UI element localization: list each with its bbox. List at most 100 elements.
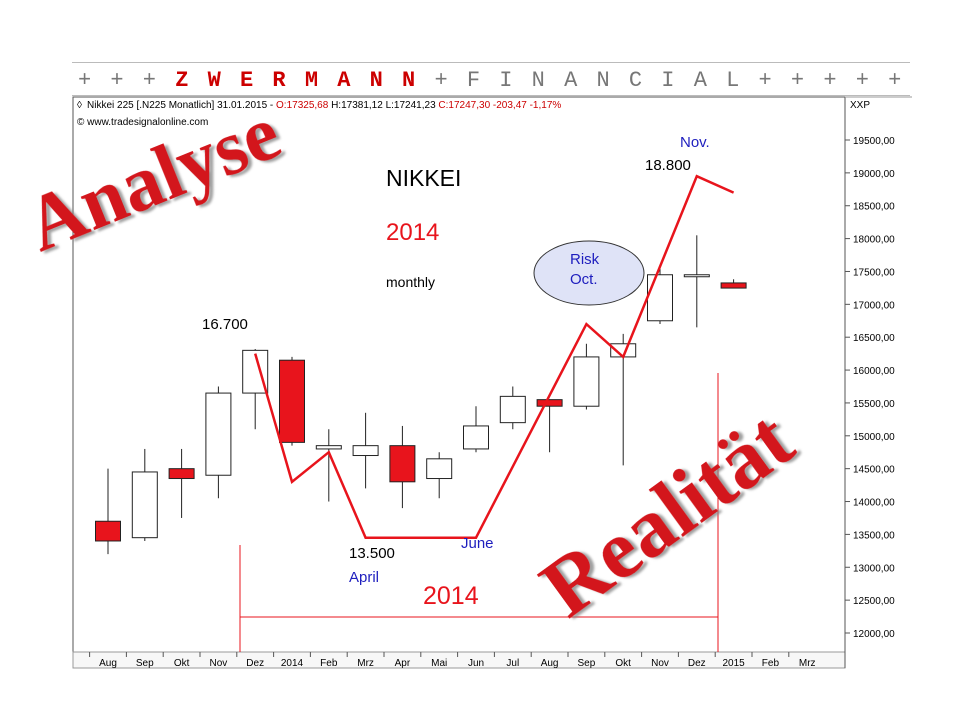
- y-tick-label: 15000,00: [853, 432, 895, 443]
- candle-body: [95, 520, 121, 542]
- x-tick-label: Dez: [246, 658, 264, 669]
- x-tick-label: Nov: [651, 658, 669, 669]
- analyse-stamp: Analyse: [14, 88, 292, 268]
- y-tick-label: 18500,00: [853, 202, 895, 213]
- y-tick-label: 17000,00: [853, 300, 895, 311]
- x-tick-label: Dez: [688, 658, 706, 669]
- risk-label-line2: Oct.: [570, 271, 598, 288]
- x-tick-label: Feb: [762, 658, 780, 669]
- x-tick-label: Apr: [395, 658, 411, 669]
- x-tick-label: Nov: [210, 658, 228, 669]
- x-tick-label: Mai: [431, 658, 447, 669]
- banner-rule-top: [72, 62, 910, 63]
- x-tick-label: Jul: [506, 658, 519, 669]
- label-13500: 13.500: [349, 545, 395, 562]
- x-tick-label: Mrz: [799, 658, 816, 669]
- x-tick-label: Aug: [541, 658, 559, 669]
- chart-note: monthly: [386, 274, 435, 290]
- y-axis-ticks: 12000,00 12500,00 13000,00 13500,00 14000,00…: [845, 136, 895, 640]
- header-icon: ◊: [77, 100, 82, 111]
- banner: + + + Z W E R M A N N + F I N A N C I A …: [72, 62, 910, 102]
- y-tick-label: 12000,00: [853, 629, 895, 640]
- candle-body: [315, 445, 342, 450]
- x-tick-label: 2014: [281, 658, 304, 669]
- candle: [463, 406, 489, 453]
- x-tick-label: Aug: [99, 658, 117, 669]
- candle: [720, 279, 747, 289]
- candle: [426, 452, 453, 499]
- y-tick-label: 19000,00: [853, 169, 895, 180]
- candle: [536, 399, 563, 453]
- period-label: 2014: [423, 582, 479, 610]
- label-nov: Nov.: [680, 134, 710, 151]
- candles: [95, 235, 747, 555]
- header-line: Nikkei 225 [.N225 Monatlich] 31.01.2015 …: [87, 100, 561, 111]
- candle: [315, 429, 342, 502]
- candle: [499, 386, 526, 430]
- header-high: H:17381,12: [331, 100, 383, 111]
- x-tick-label: Feb: [320, 658, 338, 669]
- candle: [95, 468, 121, 555]
- candle: [131, 448, 158, 541]
- x-tick-label: 2015: [722, 658, 745, 669]
- candle-body: [647, 274, 673, 322]
- y-tick-label: 13000,00: [853, 563, 895, 574]
- candle: [168, 448, 195, 518]
- candle-body: [683, 274, 710, 278]
- candle: [573, 343, 600, 410]
- chart-title: NIKKEI: [386, 165, 461, 191]
- banner-rule-bottom: [72, 95, 910, 96]
- candle: [389, 425, 416, 509]
- candle-body: [131, 471, 158, 539]
- candle: [279, 356, 305, 446]
- forecast-line: [253, 174, 735, 539]
- header-source: © www.tradesignalonline.com: [77, 117, 208, 128]
- y-tick-label: 19500,00: [853, 136, 895, 147]
- candle: [352, 412, 379, 489]
- x-tick-label: Jun: [468, 658, 484, 669]
- header-close: C:17247,30 -203,47 -1,17%: [438, 100, 561, 111]
- header-low: L:17241,23: [386, 100, 436, 111]
- candle-body: [573, 356, 600, 407]
- y-tick-label: 15500,00: [853, 399, 895, 410]
- header-open: O:17325,68: [276, 100, 329, 111]
- banner-brand: Z W E R M A N N: [175, 68, 419, 93]
- label-june: June: [461, 535, 494, 552]
- y-tick-label: 18000,00: [853, 235, 895, 246]
- candle-body: [389, 445, 416, 483]
- y-tick-label: 14500,00: [853, 465, 895, 476]
- x-tick-label: Okt: [615, 658, 631, 669]
- candle: [242, 349, 269, 430]
- candle-body: [720, 282, 747, 289]
- y-tick-label: 16000,00: [853, 366, 895, 377]
- chart-subtitle: 2014: [386, 219, 439, 246]
- candle: [205, 386, 232, 499]
- banner-suffix: + F I N A N C I A L + + + + +: [418, 68, 905, 93]
- candle-body: [536, 399, 563, 407]
- x-axis-ticks: Aug Sep Okt Nov Dez 2014 Feb Mrz Apr Mai Jun Jul Aug…: [89, 652, 816, 669]
- label-18800: 18.800: [645, 157, 691, 174]
- candle-body: [205, 392, 232, 476]
- label-april: April: [349, 569, 379, 586]
- y-tick-label: 17500,00: [853, 267, 895, 278]
- x-tick-label: Sep: [136, 658, 154, 669]
- candle-body: [168, 468, 195, 480]
- banner-prefix: + + +: [78, 68, 176, 93]
- realitaet-stamp: Realität: [525, 393, 810, 636]
- y-axis-label: XXP: [850, 100, 870, 111]
- candle-body: [463, 425, 489, 450]
- x-tick-label: Mrz: [357, 658, 374, 669]
- risk-ellipse: [533, 240, 645, 306]
- candle: [683, 235, 710, 328]
- x-tick-label: Okt: [174, 658, 190, 669]
- candle-body: [352, 445, 379, 457]
- x-tick-label: Sep: [578, 658, 596, 669]
- candle-body: [279, 359, 305, 443]
- header-symbol: Nikkei 225 [.N225 Monatlich]: [87, 100, 215, 111]
- y-tick-label: 16500,00: [853, 333, 895, 344]
- candle-body: [499, 395, 526, 424]
- header-date: 31.01.2015: [217, 100, 267, 111]
- label-16700: 16.700: [202, 316, 248, 333]
- risk-label-line1: Risk: [570, 251, 600, 268]
- banner-text: + + + Z W E R M A N N + F I N A N C I A …: [78, 68, 904, 93]
